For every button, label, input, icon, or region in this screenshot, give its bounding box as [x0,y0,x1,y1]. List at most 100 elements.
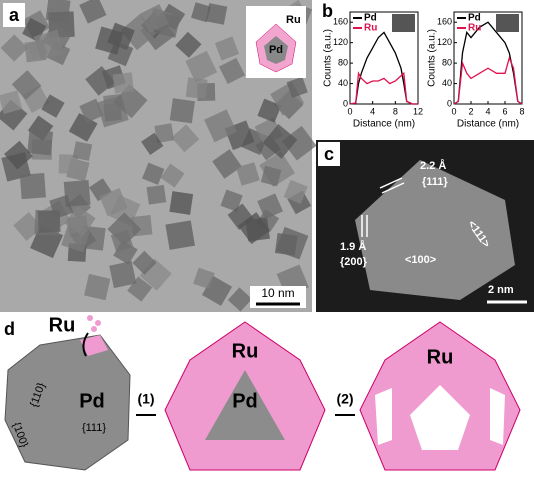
frame-hole [375,388,392,445]
particle [169,98,195,124]
legend-label: Pd [364,13,377,24]
annotation: 2.2 Å [420,159,446,172]
particle [193,267,215,290]
x-tick-label: 8 [519,106,524,116]
y-tick-label: 120 [437,37,452,47]
particle [139,4,169,34]
x-tick-label: 12 [413,106,423,116]
particle [141,132,164,156]
frame-hole [490,388,505,445]
particle [275,226,309,260]
particle [19,173,46,200]
particle [260,165,282,187]
particle [79,0,107,24]
particle [142,162,165,185]
annotation: Pd [232,390,258,412]
arrow [82,332,89,357]
scale-label: 2 nm [488,284,514,296]
particle [204,109,237,143]
particle [11,70,42,100]
legend-label: Ru [468,23,481,34]
panel-letter: b [322,1,333,21]
particle [41,94,65,118]
particle [191,2,212,23]
ru-atom [91,326,97,332]
particle [236,162,260,186]
particle [112,72,134,94]
y-tick-label: 0 [343,98,348,108]
annotation: {111} [422,176,448,188]
panel-letter: a [9,5,20,25]
y-tick-label: 80 [442,57,452,67]
x-tick-label: 0 [451,106,456,116]
particle [154,123,175,143]
particle [85,65,116,96]
inset-image [496,14,519,32]
fringe-mark [381,182,405,194]
annotation: 1.9 Å [340,240,366,253]
particle [218,57,246,85]
y-tick-label: 160 [333,17,348,27]
inset-label: Ru [286,14,301,26]
y-tick-label: 160 [437,17,452,27]
particle [169,191,194,215]
annotation: Ru [49,314,76,336]
y-axis-label: Counts (a.u.) [427,29,438,87]
series-line [349,31,418,105]
particle [220,189,243,212]
particle [49,194,74,219]
particle [99,187,128,217]
inset-image [392,14,415,32]
particle [175,31,202,58]
particle [27,129,54,156]
particle [160,163,185,188]
ru-atom [87,315,93,321]
particle [4,140,33,170]
panel-letter: d [4,319,15,339]
particle [84,273,111,301]
particle [45,0,71,23]
particle [165,220,195,250]
x-tick-label: 0 [347,106,352,116]
particle [63,179,91,207]
particle [0,90,23,114]
annotation: Ru [232,340,259,362]
particle [212,149,242,179]
y-tick-label: 40 [338,78,348,88]
particle [171,124,200,153]
particle [257,193,283,220]
frame-hole [410,385,470,450]
step-label: (1) [137,391,154,407]
ru-deposit [80,335,108,356]
pd-particle [4,334,131,471]
legend-label: Pd [468,13,481,24]
y-tick-label: 0 [447,98,452,108]
particle [227,287,253,312]
annotation: <100> [405,254,436,266]
particle [110,229,134,253]
annotation: Pd [79,390,105,412]
label-box [3,3,25,27]
particle [185,50,218,83]
x-axis-label: Distance (nm) [353,119,415,130]
particle [185,77,208,100]
inset-label: Pd [269,44,283,56]
inset-core [264,36,288,64]
particle [286,76,308,98]
step-label: (2) [336,391,353,407]
ru-atom [95,320,101,326]
particle [64,205,96,237]
particle [33,29,65,61]
particle [257,98,282,123]
annotation: {111} [82,422,106,434]
y-tick-label: 80 [338,57,348,67]
particle [146,184,167,205]
particle [58,154,79,174]
series-line [453,56,523,105]
particle [214,36,240,61]
x-tick-label: 4 [370,106,375,116]
x-axis-label: Distance (nm) [457,119,519,130]
y-tick-label: 40 [442,78,452,88]
particle [237,212,270,245]
